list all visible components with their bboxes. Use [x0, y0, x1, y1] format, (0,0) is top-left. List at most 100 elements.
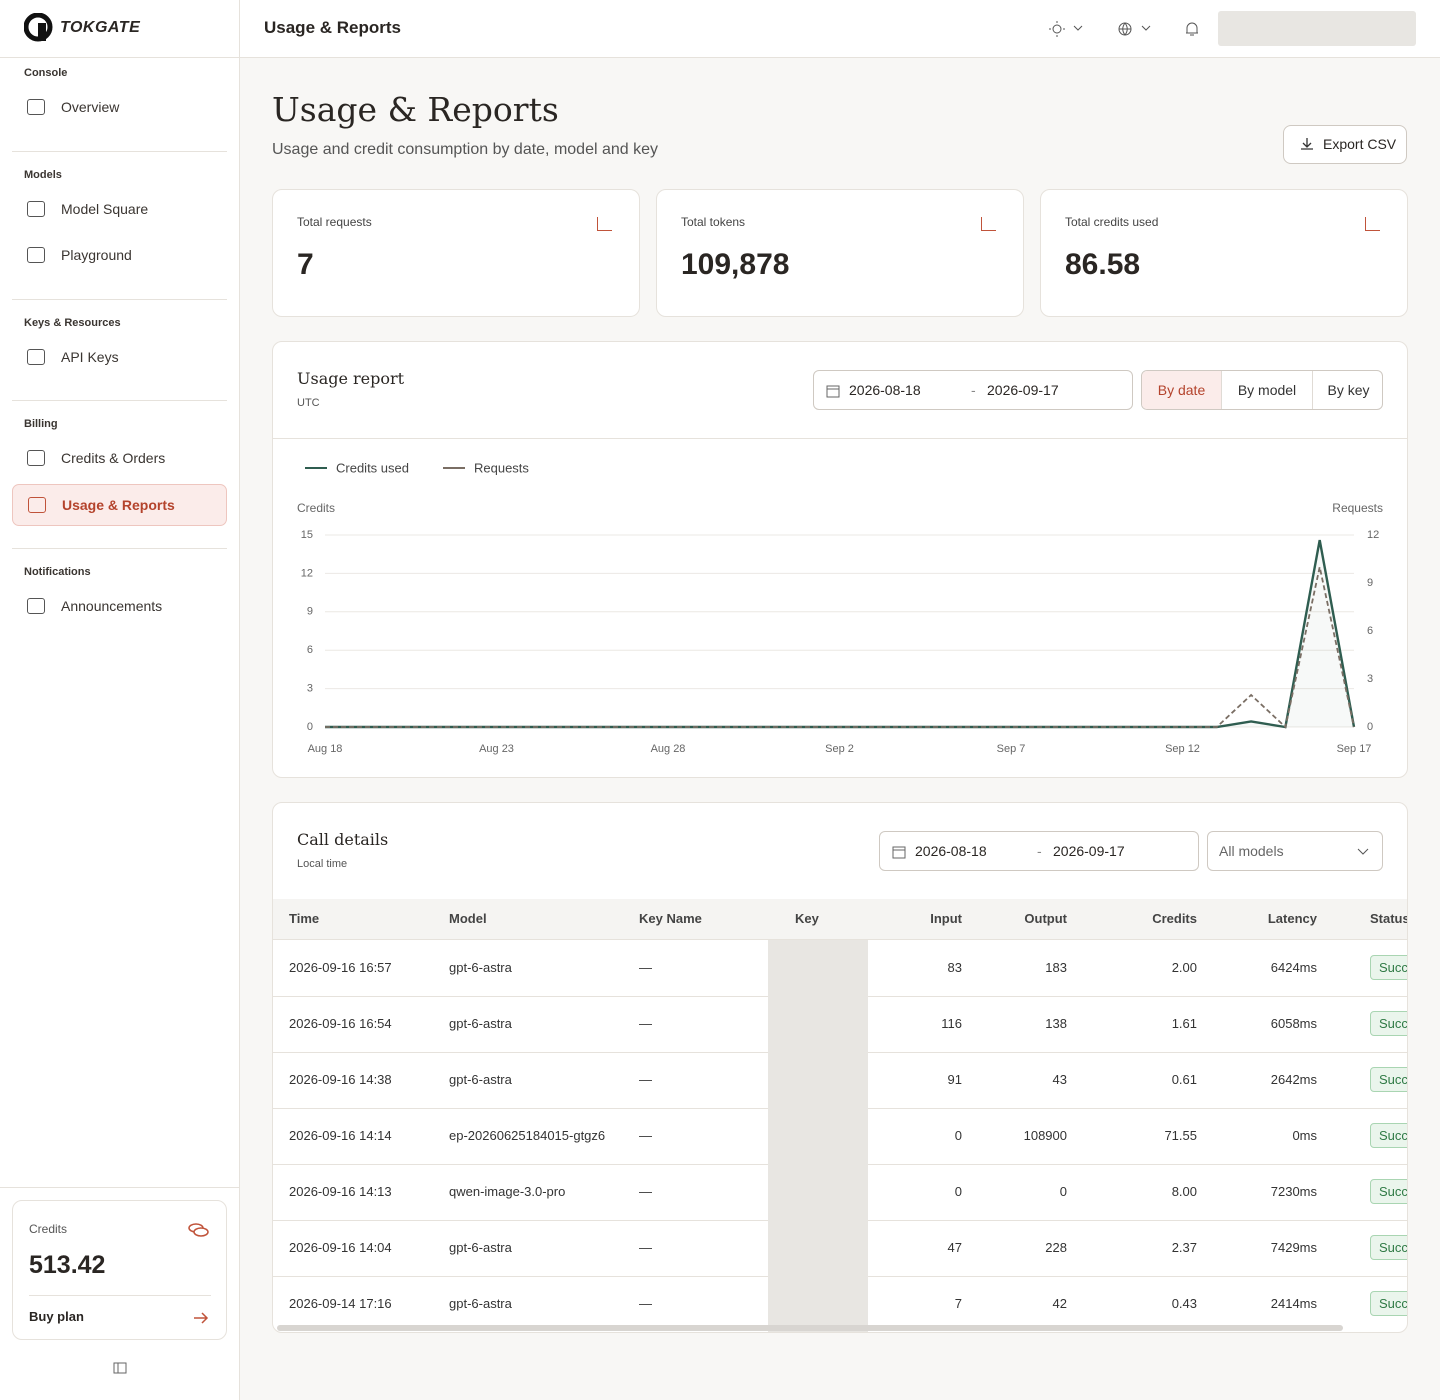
nav-icon — [27, 247, 45, 263]
date-to: 2026-09-17 — [987, 382, 1059, 398]
legend-label: Credits used — [336, 460, 409, 475]
stat-value: 86.58 — [1065, 248, 1141, 281]
tab[interactable]: By model — [1221, 371, 1312, 409]
cell: 2026-09-14 17:16 — [289, 1296, 392, 1311]
model-filter: All models — [1219, 843, 1284, 859]
column-header: Key Name — [639, 911, 702, 926]
calls-title: Call details — [297, 830, 389, 849]
stat-label: Total credits used — [1065, 215, 1159, 229]
row-divider — [273, 1276, 768, 1277]
account[interactable] — [1218, 11, 1416, 46]
cell: 7230ms — [1270, 1184, 1317, 1199]
key-mask — [768, 940, 868, 1332]
cell: 2026-09-16 16:57 — [289, 960, 392, 975]
cell: 2026-09-16 14:38 — [289, 1072, 392, 1087]
scrollbar[interactable] — [277, 1325, 1343, 1331]
nav-item[interactable]: Credits & Orders — [12, 438, 227, 480]
column-header: Key — [795, 911, 819, 926]
nav-label: Overview — [61, 99, 120, 115]
cell: 0.61 — [1171, 1072, 1197, 1087]
divider — [0, 1187, 240, 1188]
cell: 1.61 — [1171, 1016, 1197, 1031]
group-tabs: By date By model By key — [1141, 370, 1383, 410]
x-tick-label: Sep 12 — [1165, 743, 1200, 755]
nav-icon — [27, 450, 45, 466]
cell: 183 — [1045, 960, 1067, 975]
divider — [12, 548, 227, 549]
y-tick-label: 15 — [301, 529, 313, 541]
column-header: Output — [1024, 911, 1067, 926]
stat-label: Total tokens — [681, 215, 746, 229]
header-title: Usage & Reports — [264, 18, 401, 37]
nav-label: Playground — [61, 247, 132, 263]
cell: 47 — [947, 1240, 962, 1255]
cell: gpt-6-astra — [449, 1016, 512, 1031]
cell: — — [639, 1296, 652, 1311]
cell: 6424ms — [1270, 960, 1317, 975]
stat-icon — [1365, 217, 1380, 231]
cell: 71.55 — [1164, 1128, 1197, 1143]
row-divider — [868, 1164, 1407, 1165]
language-toggle[interactable] — [1117, 20, 1157, 38]
tab[interactable]: By date — [1142, 371, 1221, 409]
cell: 116 — [941, 1016, 962, 1031]
table-head — [273, 899, 1407, 940]
row-divider — [868, 996, 1407, 997]
nav-item[interactable]: Playground — [12, 235, 227, 277]
date-from: 2026-08-18 — [849, 382, 921, 398]
divider — [273, 438, 1407, 439]
row-divider — [868, 1276, 1407, 1277]
status-badge: Success — [1370, 1067, 1407, 1092]
cell: gpt-6-astra — [449, 960, 512, 975]
cell: — — [639, 1240, 652, 1255]
cell: 2026-09-16 14:13 — [289, 1184, 392, 1199]
nav-icon — [27, 99, 45, 115]
nav-item[interactable]: API Keys — [12, 337, 227, 379]
nav-icon — [27, 201, 45, 217]
collapse-icon[interactable] — [113, 1362, 127, 1374]
calls-card: Call details Local time 2026-08-18 - 202… — [272, 802, 1408, 1333]
cell: 0 — [954, 1128, 962, 1143]
cell: — — [639, 1128, 652, 1143]
x-tick-label: Aug 28 — [651, 743, 686, 755]
divider — [12, 299, 227, 300]
usage-title: Usage report — [297, 369, 405, 388]
status-badge: Success — [1370, 1123, 1407, 1148]
status-badge: Success — [1370, 955, 1407, 980]
credits-card: Credits 513.42 Buy plan — [12, 1200, 227, 1340]
cell: — — [639, 1016, 652, 1031]
date-range[interactable]: 2026-08-18 - 2026-09-17 — [813, 370, 1133, 410]
export-button[interactable]: Export CSV — [1283, 125, 1407, 164]
row-divider — [273, 1108, 768, 1109]
divider — [29, 1295, 211, 1296]
nav-item[interactable]: Overview — [12, 87, 227, 129]
nav-icon — [28, 497, 46, 513]
model-select[interactable]: All models — [1207, 831, 1383, 871]
nav-label: Credits & Orders — [61, 450, 166, 466]
date-separator: - — [971, 382, 976, 398]
nav-item[interactable]: Model Square — [12, 189, 227, 231]
status-badge: Success — [1370, 1011, 1407, 1036]
cell: 91 — [947, 1072, 962, 1087]
coins-icon — [188, 1223, 209, 1237]
date-range[interactable]: 2026-08-18 - 2026-09-17 — [879, 831, 1199, 871]
usage-card: Usage report UTC 2026-08-18 - 2026-09-17… — [272, 341, 1408, 778]
tab[interactable]: By key — [1312, 371, 1382, 409]
stat-card: Total tokens 109,878 — [656, 189, 1024, 317]
nav-item[interactable]: Announcements — [12, 586, 227, 628]
row-divider — [273, 1164, 768, 1165]
cell: 2026-09-16 16:54 — [289, 1016, 392, 1031]
nav-item[interactable]: Usage & Reports — [12, 484, 227, 526]
cell: 0 — [954, 1184, 962, 1199]
row-divider — [273, 996, 768, 997]
divider — [12, 151, 227, 152]
cell: 2414ms — [1270, 1296, 1317, 1311]
stat-icon — [597, 217, 612, 231]
usage-timezone: UTC — [297, 397, 320, 409]
notifications[interactable] — [1184, 20, 1200, 38]
section-title: Billing — [24, 418, 58, 430]
column-header: Latency — [1267, 911, 1317, 926]
buy-plan[interactable]: Buy plan — [29, 1309, 84, 1324]
theme-toggle[interactable] — [1048, 20, 1088, 38]
cell: 6058ms — [1270, 1016, 1317, 1031]
